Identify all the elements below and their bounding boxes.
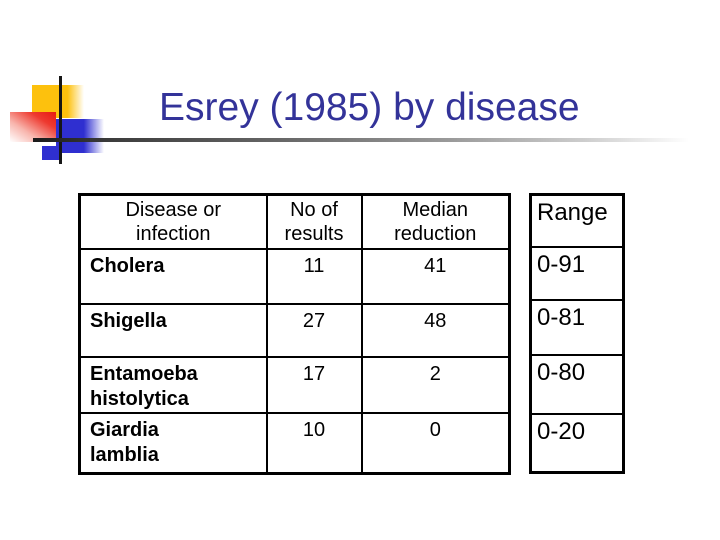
disease-cell: Entamoeba histolytica xyxy=(78,355,268,414)
median-reduction-cell: 48 xyxy=(360,302,511,358)
median-reduction-cell: 2 xyxy=(360,355,511,414)
decoration-blue-square xyxy=(56,119,104,153)
table-row-cholera: Cholera 11 41 xyxy=(78,247,511,305)
slide-title: Esrey (1985) by disease xyxy=(159,86,580,129)
header-disease-or-infection: Disease or infection xyxy=(78,193,268,250)
decoration-crosshair-vertical-line xyxy=(59,76,62,164)
header-no-of-results: No of results xyxy=(265,193,363,250)
range-header-row: Range xyxy=(529,193,625,248)
decoration-blue-small-square xyxy=(42,146,59,160)
range-row-cholera: 0-91 xyxy=(529,245,625,301)
table-row-giardia-lamblia: Giardia lamblia 10 0 xyxy=(78,411,511,475)
no-of-results-cell: 11 xyxy=(265,247,363,305)
title-underline xyxy=(33,138,689,142)
disease-table: Disease or infection No of results Media… xyxy=(78,193,511,475)
no-of-results-cell: 10 xyxy=(265,411,363,475)
median-reduction-cell: 41 xyxy=(360,247,511,305)
range-row-giardia: 0-20 xyxy=(529,412,625,474)
disease-cell: Cholera xyxy=(78,247,268,305)
range-row-entamoeba: 0-80 xyxy=(529,353,625,415)
range-cell: 0-81 xyxy=(529,298,625,356)
median-reduction-cell: 0 xyxy=(360,411,511,475)
disease-cell: Shigella xyxy=(78,302,268,358)
table-header-row: Disease or infection No of results Media… xyxy=(78,193,511,250)
table-row-entamoeba-histolytica: Entamoeba histolytica 17 2 xyxy=(78,355,511,414)
table-row-shigella: Shigella 27 48 xyxy=(78,302,511,358)
range-row-shigella: 0-81 xyxy=(529,298,625,356)
range-cell: 0-91 xyxy=(529,245,625,301)
decoration-red-square xyxy=(10,112,56,142)
range-cell: 0-80 xyxy=(529,353,625,415)
header-median-reduction: Median reduction xyxy=(360,193,511,250)
range-cell: 0-20 xyxy=(529,412,625,474)
disease-cell: Giardia lamblia xyxy=(78,411,268,475)
no-of-results-cell: 27 xyxy=(265,302,363,358)
no-of-results-cell: 17 xyxy=(265,355,363,414)
range-table: Range 0-91 0-81 0-80 0-20 xyxy=(529,193,625,474)
header-range: Range xyxy=(529,193,625,248)
